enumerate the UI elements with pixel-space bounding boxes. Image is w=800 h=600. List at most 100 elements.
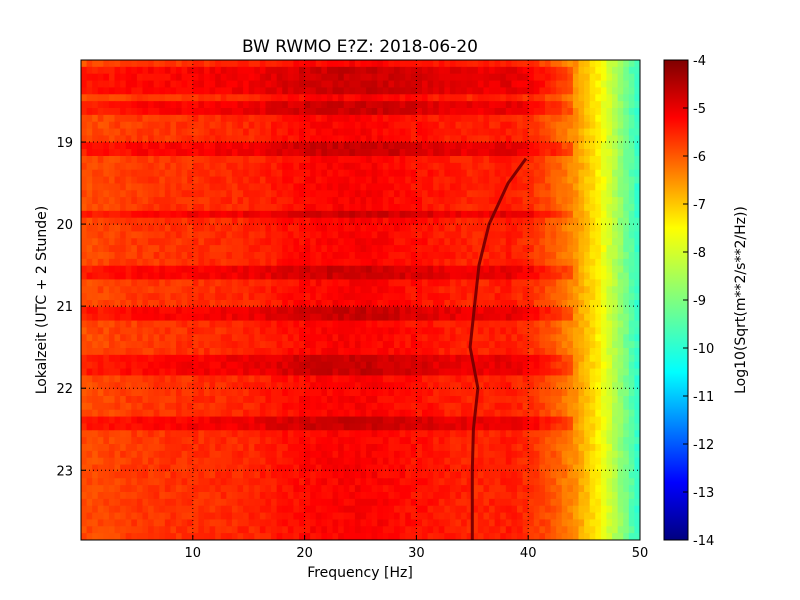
- heatmap-cell: [248, 121, 255, 130]
- heatmap-cell: [326, 204, 334, 212]
- heatmap-cell: [321, 300, 328, 308]
- heatmap-cell: [449, 300, 457, 308]
- heatmap-cell: [595, 87, 602, 95]
- heatmap-cell: [159, 210, 166, 219]
- heatmap-cell: [410, 300, 417, 308]
- heatmap-cell: [511, 334, 518, 342]
- heatmap-cell: [148, 396, 155, 404]
- heatmap-cell: [287, 313, 295, 322]
- heatmap-cell: [332, 128, 339, 137]
- heatmap-cell: [243, 149, 250, 157]
- heatmap-cell: [114, 217, 121, 226]
- heatmap-cell: [489, 217, 496, 226]
- heatmap-cell: [505, 108, 513, 116]
- heatmap-cell: [634, 108, 640, 116]
- heatmap-cell: [192, 327, 199, 335]
- heatmap-cell: [148, 149, 155, 157]
- heatmap-cell: [589, 258, 596, 267]
- heatmap-cell: [259, 80, 267, 89]
- heatmap-cell: [97, 320, 104, 329]
- heatmap-cell: [209, 135, 216, 143]
- heatmap-cell: [617, 114, 624, 123]
- heatmap-cell: [131, 375, 138, 383]
- heatmap-cell: [215, 231, 222, 239]
- heatmap-cell: [623, 375, 630, 383]
- heatmap-cell: [399, 258, 406, 267]
- heatmap-cell: [343, 389, 350, 397]
- heatmap-cell: [226, 265, 233, 274]
- heatmap-cell: [254, 197, 261, 205]
- heatmap-cell: [81, 176, 88, 185]
- heatmap-cell: [176, 142, 183, 150]
- heatmap-cell: [131, 327, 138, 335]
- heatmap-cell: [136, 80, 144, 89]
- heatmap-cell: [187, 238, 194, 246]
- heatmap-cell: [477, 114, 485, 123]
- heatmap-cell: [455, 348, 462, 356]
- heatmap-cell: [572, 293, 580, 301]
- heatmap-cell: [360, 265, 367, 274]
- heatmap-cell: [220, 190, 227, 198]
- heatmap-cell: [187, 108, 194, 116]
- heatmap-cell: [198, 300, 205, 308]
- heatmap-cell: [198, 80, 205, 89]
- heatmap-cell: [511, 210, 518, 219]
- heatmap-cell: [427, 162, 434, 171]
- heatmap-cell: [148, 190, 155, 198]
- heatmap-cell: [623, 334, 630, 342]
- heatmap-cell: [382, 224, 390, 233]
- heatmap-cell: [86, 142, 93, 150]
- heatmap-cell: [203, 162, 211, 171]
- heatmap-cell: [203, 176, 211, 185]
- heatmap-cell: [505, 286, 513, 294]
- heatmap-cell: [338, 320, 345, 329]
- heatmap-cell: [170, 354, 177, 363]
- heatmap-cell: [131, 396, 138, 404]
- heatmap-cell: [561, 176, 568, 185]
- heatmap-cell: [550, 265, 557, 274]
- heatmap-cell: [321, 176, 328, 185]
- heatmap-cell: [203, 354, 211, 363]
- heatmap-cell: [578, 210, 585, 219]
- heatmap-cell: [120, 94, 127, 102]
- heatmap-cell: [382, 279, 390, 287]
- heatmap-cell: [282, 128, 289, 137]
- heatmap-cell: [388, 204, 395, 212]
- heatmap-cell: [299, 389, 306, 397]
- heatmap-cell: [142, 183, 149, 191]
- heatmap-cell: [606, 238, 613, 246]
- heatmap-cell: [164, 183, 172, 191]
- heatmap-cell: [388, 368, 395, 377]
- heatmap-cell: [433, 80, 440, 89]
- heatmap-cell: [449, 162, 457, 171]
- heatmap-cell: [433, 149, 440, 157]
- heatmap-cell: [338, 272, 345, 281]
- heatmap-cell: [276, 224, 283, 233]
- heatmap-cell: [433, 245, 440, 253]
- heatmap-cell: [310, 313, 317, 322]
- heatmap-cell: [572, 87, 580, 95]
- heatmap-cell: [282, 341, 289, 349]
- heatmap-cell: [81, 231, 88, 239]
- heatmap-cell: [164, 149, 172, 157]
- heatmap-cell: [410, 135, 417, 143]
- heatmap-cell: [170, 149, 177, 157]
- heatmap-cell: [634, 190, 640, 198]
- heatmap-cell: [623, 382, 630, 390]
- heatmap-cell: [550, 101, 557, 109]
- heatmap-cell: [136, 368, 144, 377]
- heatmap-cell: [343, 94, 350, 102]
- heatmap-cell: [600, 204, 608, 212]
- heatmap-cell: [114, 114, 121, 123]
- heatmap-cell: [108, 108, 116, 116]
- heatmap-cell: [148, 114, 155, 123]
- heatmap-cell: [86, 361, 93, 370]
- heatmap-cell: [332, 382, 339, 390]
- heatmap-cell: [517, 279, 524, 287]
- heatmap-cell: [176, 375, 183, 383]
- heatmap-cell: [438, 293, 445, 301]
- heatmap-cell: [584, 300, 591, 308]
- heatmap-cell: [259, 197, 267, 205]
- heatmap-cell: [271, 128, 278, 137]
- heatmap-cell: [209, 245, 216, 253]
